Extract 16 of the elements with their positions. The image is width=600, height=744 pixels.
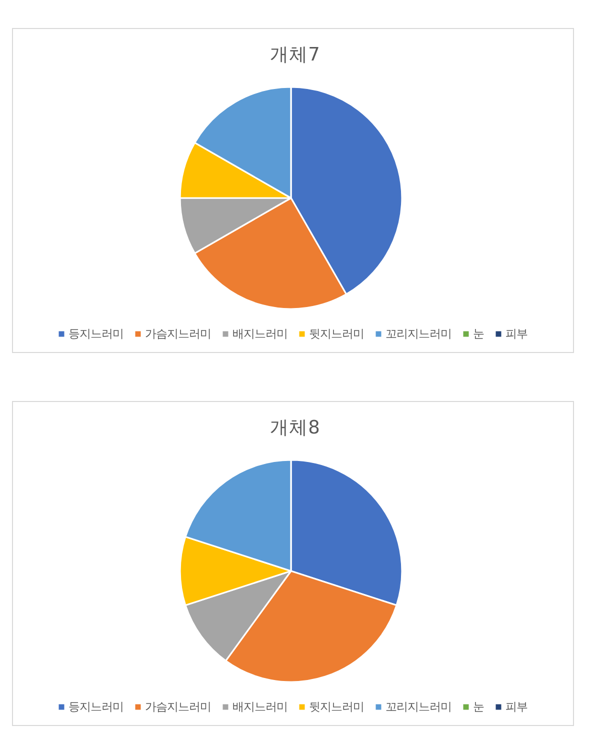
legend-label: 뒷지느러미: [308, 328, 364, 340]
legend-label: 등지느러미: [68, 700, 124, 714]
legend-label: 눈: [472, 700, 484, 714]
chart-title: 개체7: [270, 44, 320, 66]
legend-label: 피부: [505, 700, 528, 714]
legend-label: 뒷지느러미: [308, 700, 364, 714]
legend-label: 배지느러미: [232, 700, 288, 714]
legend-label: 꼬리지느러미: [385, 700, 452, 714]
legend-label: 피부: [505, 328, 528, 340]
legend-label: 가슴지느러미: [144, 700, 211, 714]
legend-label: 꼬리지느러미: [385, 328, 452, 340]
chart-title: 개체8: [270, 418, 320, 438]
legend-label: 눈: [472, 328, 484, 340]
legend-label: 등지느러미: [68, 328, 124, 340]
legend-label: 배지느러미: [232, 328, 288, 340]
legend-label: 가슴지느러미: [144, 328, 211, 340]
